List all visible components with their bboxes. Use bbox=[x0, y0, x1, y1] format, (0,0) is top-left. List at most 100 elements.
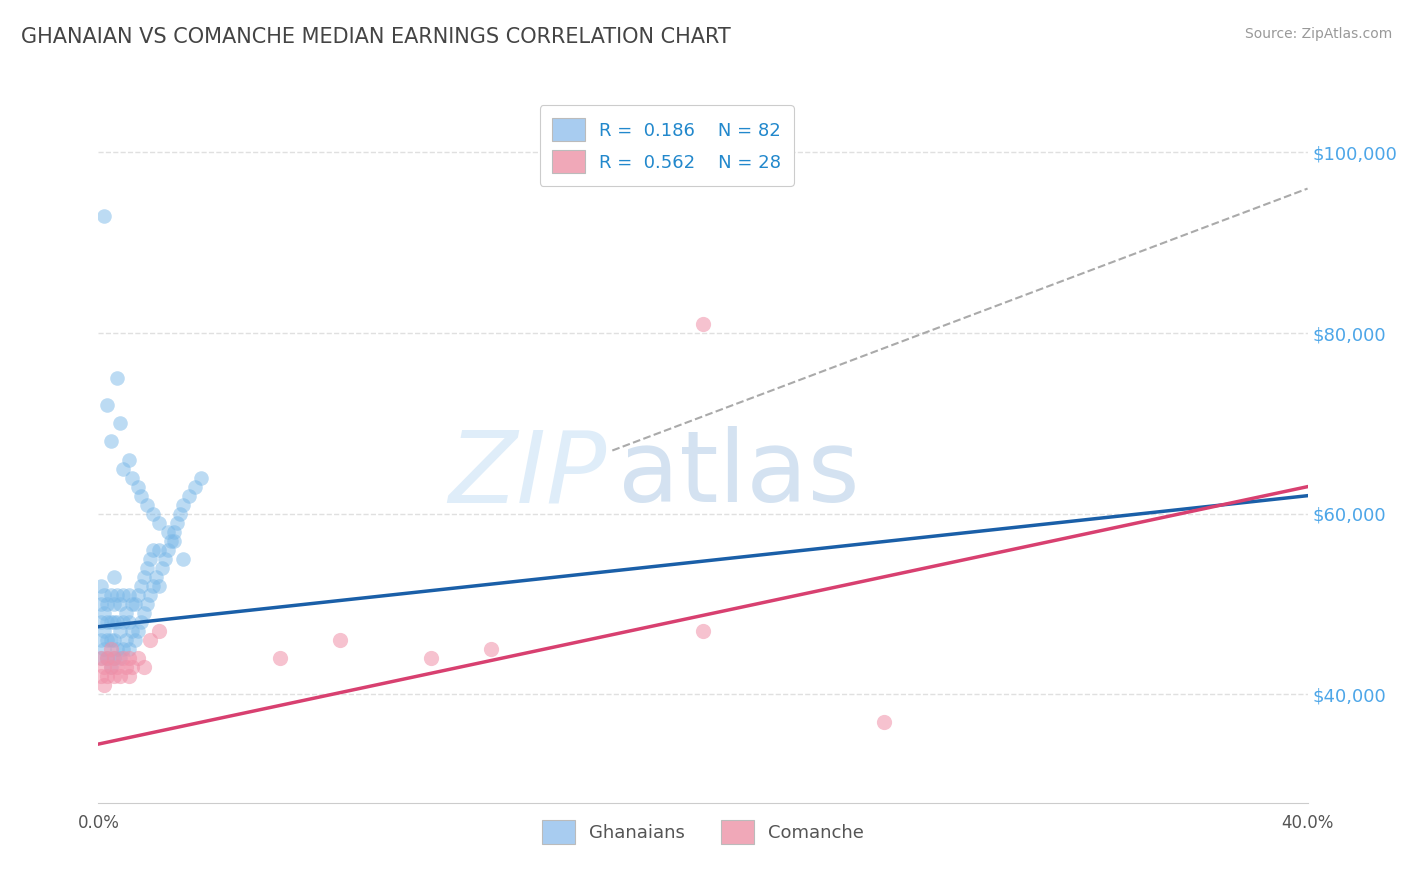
Point bbox=[100, 633, 122, 648]
Point bbox=[169, 507, 191, 521]
Point bbox=[111, 588, 134, 602]
Point bbox=[124, 597, 146, 611]
Point bbox=[93, 660, 115, 674]
Point bbox=[108, 669, 131, 683]
Point bbox=[100, 660, 122, 674]
Point bbox=[121, 660, 143, 674]
Point bbox=[166, 516, 188, 530]
Point bbox=[118, 452, 141, 467]
Point bbox=[108, 624, 131, 639]
Point bbox=[105, 660, 128, 674]
Point bbox=[873, 714, 896, 729]
Point bbox=[127, 651, 149, 665]
Point bbox=[118, 615, 141, 629]
Point bbox=[150, 561, 173, 575]
Point bbox=[96, 615, 118, 629]
Text: Source: ZipAtlas.com: Source: ZipAtlas.com bbox=[1244, 27, 1392, 41]
Point bbox=[105, 588, 128, 602]
Point bbox=[163, 533, 186, 548]
Point bbox=[93, 642, 115, 657]
Point bbox=[160, 533, 183, 548]
Point bbox=[124, 633, 146, 648]
Point bbox=[118, 669, 141, 683]
Point bbox=[100, 615, 122, 629]
Point bbox=[108, 651, 131, 665]
Point bbox=[142, 507, 165, 521]
Point bbox=[93, 624, 115, 639]
Point bbox=[90, 579, 112, 593]
Point bbox=[121, 624, 143, 639]
Point bbox=[103, 651, 125, 665]
Point bbox=[90, 597, 112, 611]
Point bbox=[111, 615, 134, 629]
Point bbox=[96, 651, 118, 665]
Point bbox=[184, 480, 207, 494]
Point bbox=[420, 651, 443, 665]
Point bbox=[96, 597, 118, 611]
Point bbox=[129, 615, 152, 629]
Point bbox=[481, 642, 503, 657]
Point bbox=[93, 678, 115, 692]
Point bbox=[135, 561, 157, 575]
Point bbox=[93, 588, 115, 602]
Point bbox=[100, 642, 122, 657]
Point bbox=[129, 579, 152, 593]
Point bbox=[692, 317, 714, 331]
Point bbox=[148, 516, 170, 530]
Point bbox=[103, 597, 125, 611]
Point bbox=[100, 588, 122, 602]
Point bbox=[172, 552, 194, 566]
Point bbox=[142, 579, 165, 593]
Point bbox=[139, 633, 162, 648]
Text: atlas: atlas bbox=[619, 426, 860, 523]
Point bbox=[105, 371, 128, 385]
Point bbox=[93, 606, 115, 620]
Point bbox=[96, 633, 118, 648]
Point bbox=[96, 398, 118, 412]
Point bbox=[121, 597, 143, 611]
Point bbox=[103, 669, 125, 683]
Point bbox=[135, 597, 157, 611]
Point bbox=[118, 651, 141, 665]
Point bbox=[156, 542, 179, 557]
Point bbox=[93, 209, 115, 223]
Point bbox=[114, 606, 136, 620]
Point bbox=[127, 624, 149, 639]
Point bbox=[118, 588, 141, 602]
Point bbox=[148, 542, 170, 557]
Point bbox=[329, 633, 352, 648]
Point bbox=[90, 669, 112, 683]
Point bbox=[108, 417, 131, 431]
Point bbox=[105, 642, 128, 657]
Point bbox=[103, 570, 125, 584]
Text: ZIP: ZIP bbox=[449, 426, 606, 523]
Point bbox=[111, 651, 134, 665]
Point bbox=[163, 524, 186, 539]
Point bbox=[96, 669, 118, 683]
Point bbox=[148, 624, 170, 639]
Point bbox=[129, 489, 152, 503]
Point bbox=[90, 651, 112, 665]
Point bbox=[105, 615, 128, 629]
Text: GHANAIAN VS COMANCHE MEDIAN EARNINGS CORRELATION CHART: GHANAIAN VS COMANCHE MEDIAN EARNINGS COR… bbox=[21, 27, 731, 46]
Point bbox=[127, 588, 149, 602]
Point bbox=[132, 660, 155, 674]
Point bbox=[132, 570, 155, 584]
Point bbox=[692, 624, 714, 639]
Point bbox=[103, 615, 125, 629]
Point bbox=[100, 660, 122, 674]
Point bbox=[179, 489, 201, 503]
Point bbox=[114, 660, 136, 674]
Point bbox=[90, 651, 112, 665]
Point bbox=[139, 552, 162, 566]
Point bbox=[148, 579, 170, 593]
Legend: Ghanaians, Comanche: Ghanaians, Comanche bbox=[534, 814, 872, 851]
Point bbox=[172, 498, 194, 512]
Point bbox=[269, 651, 291, 665]
Point bbox=[90, 633, 112, 648]
Point bbox=[190, 470, 212, 484]
Point bbox=[132, 606, 155, 620]
Point bbox=[127, 480, 149, 494]
Point bbox=[142, 542, 165, 557]
Point bbox=[114, 633, 136, 648]
